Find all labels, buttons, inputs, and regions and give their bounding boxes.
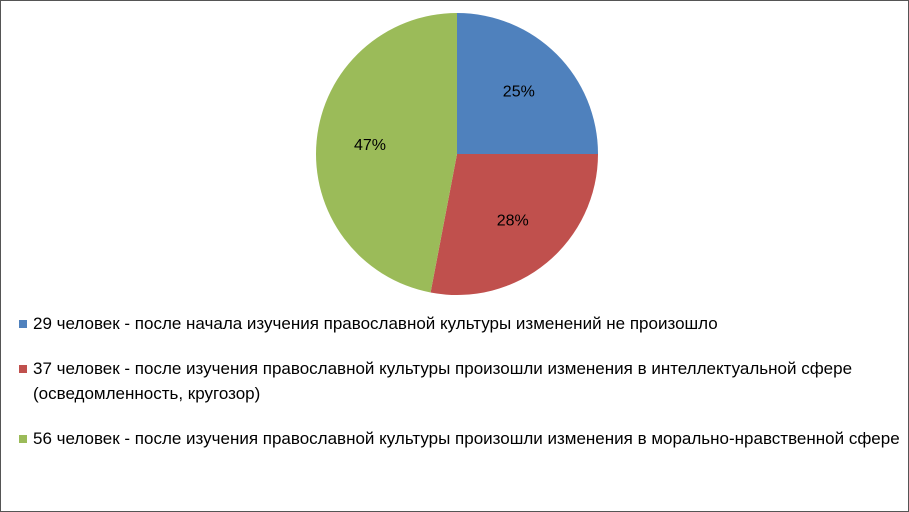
legend-label: 56 человек - после изучения православной… [33,429,900,448]
data-label: 28% [497,213,529,230]
legend: 29 человек - после начала изучения право… [15,311,900,471]
legend-swatch [19,365,27,373]
legend-label: 37 человек - после изучения православной… [33,359,853,403]
pie-slice [430,154,598,295]
legend-item: 56 человек - после изучения православной… [15,426,900,451]
data-label: 47% [354,137,386,154]
legend-label: 29 человек - после начала изучения право… [33,314,718,333]
legend-swatch [19,320,27,328]
pie-slice [457,13,598,154]
legend-item: 29 человек - после начала изучения право… [15,311,900,336]
data-label: 25% [503,83,535,100]
legend-item: 37 человек - после изучения православной… [15,356,900,406]
pie-slice [316,13,457,293]
legend-swatch [19,435,27,443]
pie-area: 25% 28% 47% [316,13,598,295]
